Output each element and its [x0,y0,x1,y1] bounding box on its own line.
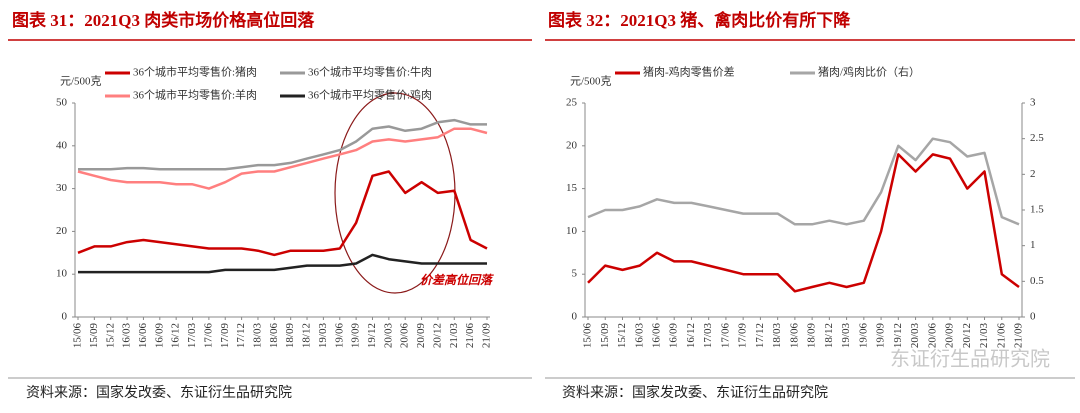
series-line [587,153,1020,293]
x-tick-label: 16/06 [137,323,149,349]
x-tick-label: 17/09 [737,323,749,349]
x-tick-label: 15/06 [72,323,84,349]
x-tick-label: 18/06 [268,323,280,349]
x-tick-label: 16/03 [633,323,645,349]
y2-tick-label: 1.5 [1030,204,1044,216]
legend-label: 猪肉-鸡肉零售价差 [643,65,735,79]
y-tick-label: 25 [566,97,578,109]
x-tick-label: 17/06 [719,323,731,349]
x-tick-label: 16/06 [650,323,662,349]
y-tick-label: 20 [56,225,68,237]
legend-label: 36个城市平均零售价:鸡肉 [308,88,432,102]
x-tick-label: 17/03 [702,323,714,349]
x-tick-label: 15/12 [104,323,116,348]
x-tick-label: 20/12 [961,323,973,348]
x-tick-label: 17/12 [754,323,766,348]
y-tick-label: 15 [566,182,578,194]
x-tick-label: 16/12 [170,323,182,348]
y-tick-label: 0 [572,311,578,323]
series-line [587,137,1020,226]
y-tick-label: 40 [56,139,68,151]
y2-tick-label: 1 [1030,239,1036,251]
x-tick-label: 19/12 [366,323,378,348]
x-tick-label: 21/03 [978,323,990,349]
x-tick-label: 19/09 [875,323,887,349]
chart-title: 图表 31：2021Q3 肉类市场价格高位回落 [12,10,315,30]
y-tick-label: 5 [572,268,578,280]
x-tick-label: 20/09 [944,323,956,349]
x-tick-label: 17/12 [235,323,247,348]
legend-label: 36个城市平均零售价:猪肉 [133,65,257,79]
chart-title: 图表 32：2021Q3 猪、禽肉比价有所下降 [548,10,851,30]
x-tick-label: 19/03 [317,323,329,349]
y-tick-label: 30 [56,182,68,194]
x-tick-label: 15/12 [616,323,628,348]
series-line [77,127,488,190]
y-tick-label: 10 [56,268,68,280]
x-tick-label: 16/03 [121,323,133,349]
y-tick-label: 0 [62,311,68,323]
x-tick-label: 20/09 [415,323,427,349]
y2-tick-label: 2.5 [1030,132,1044,144]
x-tick-label: 21/06 [995,323,1007,349]
x-tick-label: 20/06 [926,323,938,349]
y-tick-label: 10 [566,225,578,237]
source: 资料来源：国家发改委、东证衍生品研究院 [26,384,292,401]
x-tick-label: 19/12 [892,323,904,348]
x-tick-label: 17/09 [219,323,231,349]
x-tick-label: 15/06 [582,323,594,349]
series-line [77,170,488,257]
x-tick-label: 21/03 [448,323,460,349]
x-tick-label: 18/03 [251,323,263,349]
x-tick-label: 18/09 [806,323,818,349]
x-tick-label: 16/09 [153,323,165,349]
x-tick-label: 21/09 [481,323,493,349]
x-tick-label: 15/09 [599,323,611,349]
x-tick-label: 17/06 [202,323,214,349]
x-tick-label: 17/03 [186,323,198,349]
x-tick-label: 20/12 [431,323,443,348]
y-tick-label: 20 [566,139,578,151]
x-tick-label: 18/12 [823,323,835,348]
x-tick-label: 18/06 [788,323,800,349]
series-line [78,253,487,274]
watermark: 东证衍生品研究院 [890,347,1050,371]
y-axis-label: 元/500克 [570,75,612,88]
y-axis-label: 元/500克 [60,75,102,88]
x-tick-label: 19/06 [333,323,345,349]
legend-label: 猪肉/鸡肉比价（右） [818,65,920,79]
x-tick-label: 20/03 [382,323,394,349]
y2-tick-label: 0.5 [1030,275,1044,287]
x-tick-label: 16/09 [668,323,680,349]
x-tick-label: 19/06 [857,323,869,349]
y2-tick-label: 3 [1030,97,1036,109]
source: 资料来源：国家发改委、东证衍生品研究院 [562,384,828,401]
x-tick-label: 20/03 [909,323,921,349]
series-line [78,118,487,171]
y2-tick-label: 0 [1030,311,1036,323]
y2-tick-label: 2 [1030,168,1036,180]
x-tick-label: 21/09 [1013,323,1025,349]
x-tick-label: 15/09 [88,323,100,349]
x-tick-label: 18/12 [301,323,313,348]
x-tick-label: 18/03 [771,323,783,349]
x-tick-label: 21/06 [464,323,476,349]
x-tick-label: 19/03 [840,323,852,349]
x-tick-label: 18/09 [284,323,296,349]
legend-label: 36个城市平均零售价:牛肉 [308,65,432,79]
legend-label: 36个城市平均零售价:羊肉 [133,88,257,102]
y-tick-label: 50 [56,97,68,109]
x-tick-label: 16/12 [685,323,697,348]
x-tick-label: 19/09 [350,323,362,349]
annotation: 价差高位回落 [420,273,494,287]
x-tick-label: 20/06 [399,323,411,349]
